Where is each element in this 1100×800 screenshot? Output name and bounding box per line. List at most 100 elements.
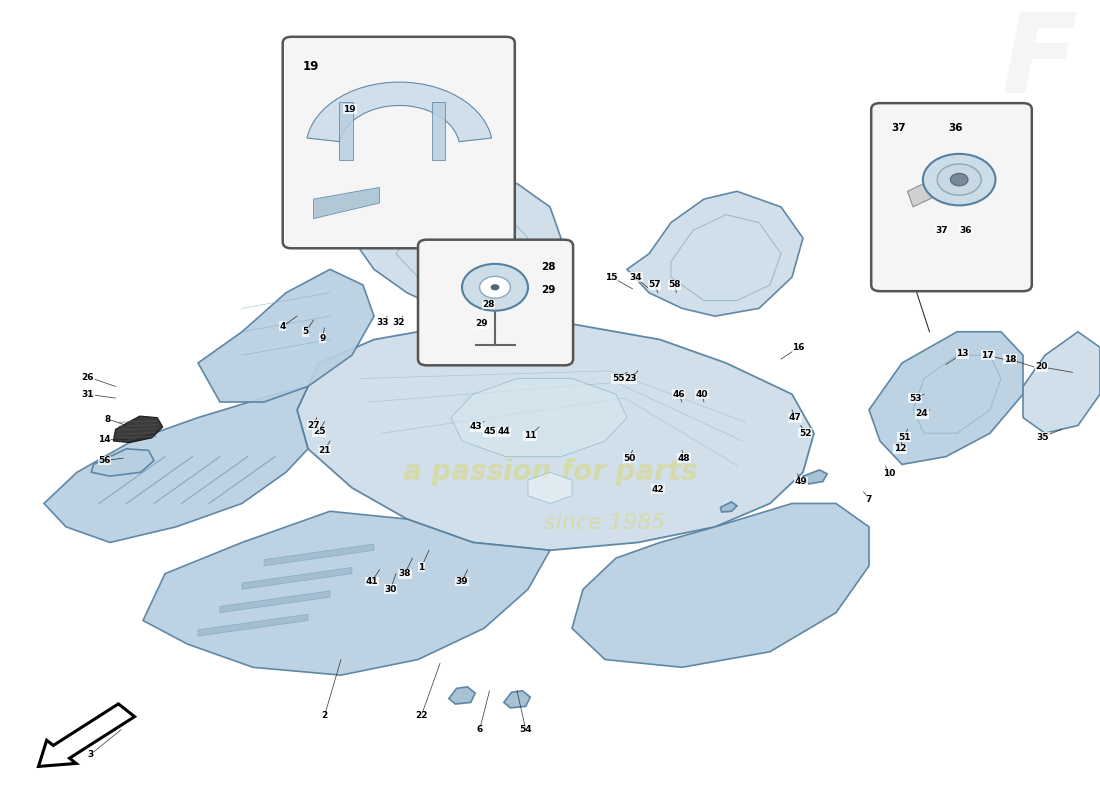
Text: 22: 22 [415, 711, 428, 720]
Polygon shape [198, 614, 308, 636]
Text: 10: 10 [882, 470, 895, 478]
Text: 48: 48 [678, 454, 691, 462]
Polygon shape [143, 511, 550, 675]
Circle shape [491, 284, 499, 290]
Text: 17: 17 [981, 350, 994, 360]
Polygon shape [44, 386, 308, 542]
Text: 16: 16 [792, 343, 805, 352]
Text: 50: 50 [623, 454, 636, 462]
Polygon shape [528, 472, 572, 503]
Polygon shape [91, 449, 154, 476]
Text: 53: 53 [909, 394, 922, 402]
Text: 35: 35 [1036, 433, 1049, 442]
Polygon shape [504, 690, 530, 708]
Polygon shape [1023, 332, 1100, 434]
Polygon shape [297, 324, 814, 550]
Text: 36: 36 [959, 226, 972, 235]
Text: 43: 43 [470, 422, 483, 431]
Text: 21: 21 [318, 446, 331, 455]
Polygon shape [869, 332, 1023, 465]
Text: 12: 12 [893, 444, 906, 454]
Polygon shape [242, 567, 352, 590]
Text: 26: 26 [81, 373, 95, 382]
Polygon shape [572, 503, 869, 667]
Text: 55: 55 [612, 374, 625, 383]
Polygon shape [113, 416, 163, 442]
Text: 44: 44 [497, 427, 510, 436]
Polygon shape [451, 378, 627, 457]
Text: 58: 58 [668, 281, 681, 290]
Polygon shape [220, 591, 330, 613]
Text: a passion for parts: a passion for parts [403, 458, 697, 486]
Text: 24: 24 [915, 410, 928, 418]
Text: 13: 13 [956, 349, 969, 358]
Text: 15: 15 [605, 273, 618, 282]
Polygon shape [908, 176, 946, 207]
Text: 28: 28 [541, 262, 556, 271]
Text: 9: 9 [319, 334, 326, 342]
Circle shape [937, 164, 981, 195]
Text: 42: 42 [651, 485, 664, 494]
Text: 11: 11 [524, 431, 537, 440]
Text: 45: 45 [483, 427, 496, 436]
Polygon shape [314, 187, 380, 218]
Text: 18: 18 [1003, 354, 1016, 363]
Text: 56: 56 [98, 456, 111, 465]
Text: 47: 47 [789, 413, 802, 422]
Circle shape [480, 276, 510, 298]
Text: since 1985: since 1985 [544, 513, 666, 533]
Text: 14: 14 [98, 435, 111, 444]
FancyBboxPatch shape [871, 103, 1032, 291]
Polygon shape [720, 502, 737, 512]
Text: 41: 41 [365, 577, 378, 586]
FancyArrow shape [39, 704, 134, 766]
Text: 28: 28 [482, 300, 495, 309]
FancyBboxPatch shape [418, 240, 573, 366]
Text: 49: 49 [794, 477, 807, 486]
Text: 32: 32 [392, 318, 405, 327]
Circle shape [462, 264, 528, 310]
Text: 37: 37 [935, 226, 948, 235]
Text: 29: 29 [541, 285, 556, 295]
Text: 29: 29 [475, 319, 488, 329]
FancyBboxPatch shape [283, 37, 515, 248]
Text: 57: 57 [648, 281, 661, 290]
Text: F: F [1002, 9, 1077, 116]
Text: 38: 38 [398, 569, 411, 578]
Text: 33: 33 [376, 318, 389, 327]
Polygon shape [339, 102, 353, 160]
Polygon shape [803, 470, 827, 484]
Polygon shape [432, 102, 446, 160]
Polygon shape [307, 82, 492, 142]
Text: 20: 20 [1035, 362, 1048, 371]
Text: 7: 7 [866, 495, 872, 504]
Text: 3: 3 [87, 750, 94, 759]
Text: 52: 52 [799, 429, 812, 438]
Text: 37: 37 [891, 123, 905, 134]
Text: 5: 5 [302, 327, 309, 336]
Text: 2: 2 [321, 711, 328, 720]
Polygon shape [627, 191, 803, 316]
Text: 19: 19 [343, 105, 356, 114]
Text: 46: 46 [672, 390, 685, 398]
Circle shape [923, 154, 996, 206]
Text: 51: 51 [898, 433, 911, 442]
Polygon shape [264, 544, 374, 566]
Text: 34: 34 [629, 273, 642, 282]
Polygon shape [449, 687, 475, 704]
Text: 31: 31 [81, 390, 95, 398]
Text: 36: 36 [948, 123, 962, 134]
Text: 4: 4 [279, 322, 286, 331]
Text: 40: 40 [695, 390, 708, 398]
Text: 39: 39 [455, 577, 469, 586]
Text: 23: 23 [624, 374, 637, 383]
Text: 6: 6 [476, 726, 483, 734]
Text: 8: 8 [104, 414, 111, 424]
Polygon shape [352, 176, 561, 308]
Text: 25: 25 [312, 427, 326, 436]
Polygon shape [198, 270, 374, 402]
Circle shape [950, 174, 968, 186]
Text: 19: 19 [302, 60, 319, 73]
Text: 27: 27 [307, 421, 320, 430]
Text: 54: 54 [519, 726, 532, 734]
